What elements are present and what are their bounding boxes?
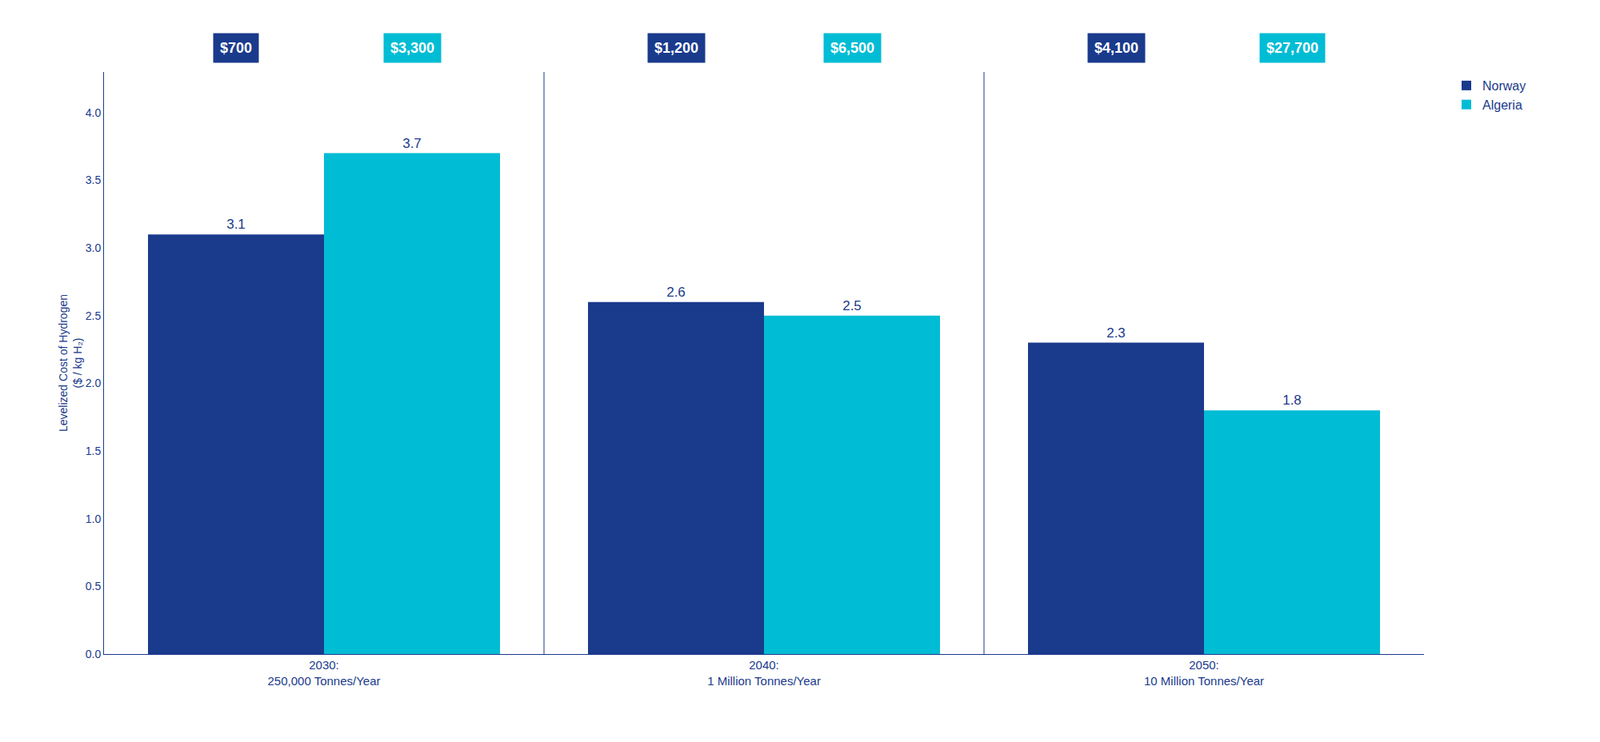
- svg-text:Norway: Norway: [1482, 79, 1526, 93]
- svg-text:Algeria: Algeria: [1482, 98, 1523, 112]
- svg-text:1.5: 1.5: [85, 444, 102, 458]
- svg-text:2.0: 2.0: [85, 376, 102, 390]
- svg-text:3.5: 3.5: [85, 173, 102, 187]
- svg-text:2.3: 2.3: [1106, 325, 1126, 341]
- svg-text:2.5: 2.5: [85, 309, 102, 323]
- svg-text:0.5: 0.5: [85, 580, 102, 593]
- svg-text:2040:1 Million Tonnes/Year: 2040:1 Million Tonnes/Year: [707, 658, 821, 688]
- svg-text:3.0: 3.0: [85, 241, 102, 255]
- svg-text:3.7: 3.7: [402, 136, 422, 152]
- svg-text:$4,100: $4,100: [1094, 40, 1139, 56]
- svg-text:$1,200: $1,200: [654, 40, 699, 56]
- svg-text:$6,500: $6,500: [830, 40, 875, 56]
- svg-text:4.0: 4.0: [85, 106, 102, 120]
- svg-text:2030:250,000 Tonnes/Year: 2030:250,000 Tonnes/Year: [268, 658, 381, 688]
- svg-text:1.0: 1.0: [85, 512, 102, 526]
- svg-text:0.0: 0.0: [85, 648, 102, 661]
- svg-text:2.5: 2.5: [842, 298, 862, 314]
- svg-text:2050:10 Million Tonnes/Year: 2050:10 Million Tonnes/Year: [1144, 658, 1264, 688]
- svg-text:$700: $700: [220, 40, 252, 56]
- svg-text:3.1: 3.1: [226, 216, 246, 232]
- svg-text:Levelized Cost of Hydrogen($ /: Levelized Cost of Hydrogen($ / kg H₂): [56, 294, 84, 432]
- svg-text:2.6: 2.6: [666, 284, 686, 300]
- svg-text:1.8: 1.8: [1282, 392, 1302, 408]
- svg-text:$3,300: $3,300: [390, 40, 435, 56]
- svg-text:$27,700: $27,700: [1266, 40, 1319, 56]
